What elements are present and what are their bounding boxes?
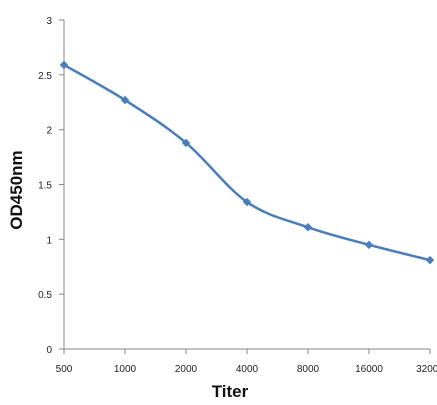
x-tick-label: 16000 <box>355 364 383 375</box>
data-point-marker <box>242 197 252 207</box>
y-tick-label: 1 <box>46 235 52 246</box>
y-axis-title: OD450nm <box>7 150 26 229</box>
data-point-marker <box>181 138 191 148</box>
y-axis: 0 0.5 1 1.5 2 2.5 3 <box>38 16 65 356</box>
series-line <box>62 63 432 262</box>
x-tick-label: 2000 <box>175 364 198 375</box>
x-axis-title: Titer <box>212 382 249 401</box>
y-tick-label: 1.5 <box>38 181 52 192</box>
y-tick-label: 3 <box>46 16 52 27</box>
y-tick-label: 0.5 <box>38 290 52 301</box>
data-point-marker <box>425 255 435 265</box>
x-tick-label: 500 <box>56 364 73 375</box>
series-layer <box>59 60 435 265</box>
x-tick-label: 1000 <box>114 364 137 375</box>
x-axis: 500 1000 2000 4000 8000 16000 32000 <box>56 348 437 375</box>
x-tick-label: 32000 <box>416 364 437 375</box>
data-point-marker <box>59 60 69 70</box>
x-tick-label: 4000 <box>236 364 259 375</box>
y-tick-label: 2.5 <box>38 71 52 82</box>
y-tick-label: 0 <box>46 345 52 356</box>
data-point-marker <box>364 240 374 250</box>
data-point-marker <box>120 95 130 105</box>
y-tick-label: 2 <box>46 126 52 137</box>
x-tick-label: 8000 <box>297 364 320 375</box>
data-point-marker <box>303 222 313 232</box>
